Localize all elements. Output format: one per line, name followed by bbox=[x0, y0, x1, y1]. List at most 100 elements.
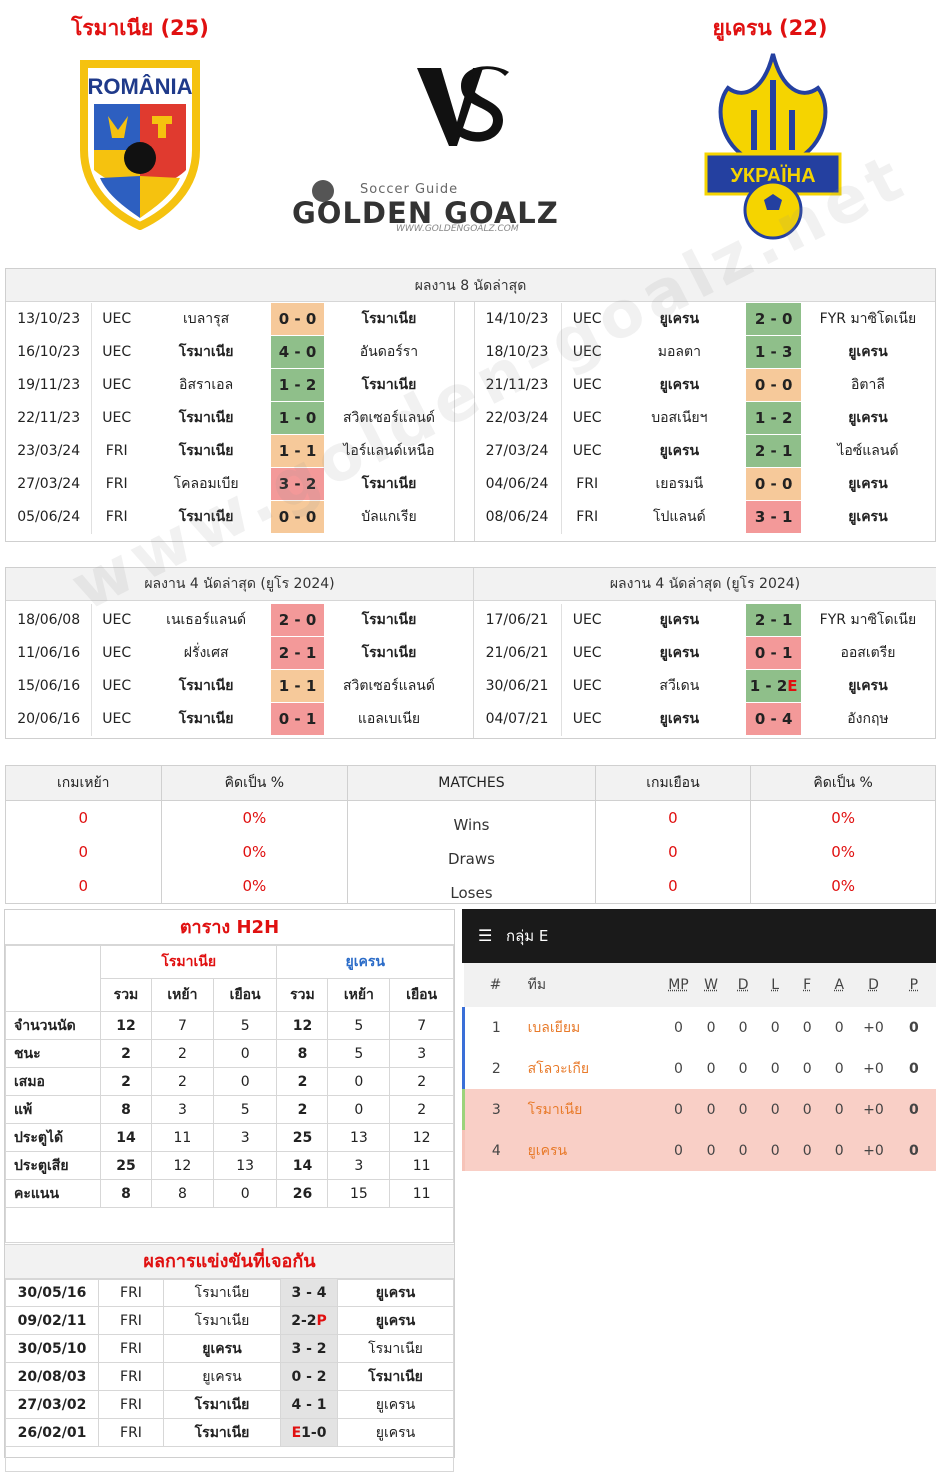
score-text: 3 - 1 bbox=[754, 508, 793, 526]
h2h-value: 13 bbox=[327, 1123, 391, 1152]
h2h-value: 13 bbox=[212, 1151, 278, 1180]
match-row: 13/10/23 UEC เบลารุส 0 - 0 โรมาเนีย bbox=[6, 303, 454, 336]
sponsor-small-text: Soccer Guide bbox=[360, 182, 459, 197]
h2h-title: ตาราง H2H bbox=[5, 910, 454, 945]
group-team-name[interactable]: เบลเยียม bbox=[527, 1019, 581, 1036]
group-stat: 0 bbox=[706, 1142, 716, 1159]
stats-row: 0 0% Wins 0 0% bbox=[5, 800, 936, 835]
score-text: 1 - 2 bbox=[754, 409, 793, 427]
score-text: 2 - 1 bbox=[754, 442, 793, 460]
match-away-team: สวิตเซอร์แลนด์ bbox=[342, 410, 435, 426]
match-row: 19/11/23 UEC อิสราเอล 1 - 2 โรมาเนีย bbox=[6, 368, 454, 402]
score-text: 4 - 1 bbox=[291, 1396, 327, 1413]
stats-home-percent: 0% bbox=[161, 869, 349, 904]
group-stat: 0 bbox=[673, 1019, 683, 1036]
match-home-team: โรมาเนีย bbox=[178, 410, 234, 426]
group-table: # ทีม MP W D L F A D P 1 เบลเยียม 0 0 0 0 0 0 +0 0 2 สโลวะเกี… bbox=[461, 963, 936, 1171]
match-date: 04/06/24 bbox=[473, 467, 563, 501]
match-score: 1 - 2 bbox=[746, 401, 801, 435]
meet-date: 20/08/03 bbox=[5, 1362, 99, 1391]
group-stat: +0 bbox=[863, 1101, 884, 1118]
group-stat: 0 bbox=[908, 1060, 919, 1077]
match-row: 27/03/24 FRI โคลอมเบีย 3 - 2 โรมาเนีย bbox=[6, 467, 454, 501]
h2h-value: 0 bbox=[212, 1039, 278, 1068]
group-team-name[interactable]: โรมาเนีย bbox=[527, 1101, 583, 1118]
score-suffix: E bbox=[787, 677, 798, 695]
match-date: 18/10/23 bbox=[473, 335, 563, 369]
group-title: กลุ่ม E bbox=[506, 927, 549, 945]
group-col-header: W bbox=[695, 963, 728, 1007]
score-text: 0 - 0 bbox=[754, 475, 793, 493]
score-text: 3 - 2 bbox=[291, 1340, 327, 1357]
match-home-team: เยอรมนี bbox=[655, 476, 704, 492]
h2h-value: 11 bbox=[150, 1123, 214, 1152]
match-home-team: เบลารุส bbox=[183, 311, 230, 327]
h2h-col-header: รวม bbox=[100, 978, 152, 1012]
score-text: 2 - 0 bbox=[278, 611, 317, 629]
match-row: 22/03/24 UEC บอสเนียฯ 1 - 2 ยูเครน bbox=[473, 401, 935, 435]
group-team-name[interactable]: สโลวะเกีย bbox=[527, 1060, 590, 1077]
group-stat: 0 bbox=[834, 1019, 844, 1036]
h2h-row-label: ชนะ bbox=[5, 1039, 101, 1068]
h2h-row: คะแนน 8 8 0 26 15 11 bbox=[5, 1179, 454, 1208]
meet-away-team: โรมาเนีย bbox=[337, 1334, 454, 1363]
meet-row: 30/05/10 FRI ยูเครน 3 - 2 โรมาเนีย bbox=[5, 1334, 454, 1363]
group-position: 4 bbox=[461, 1130, 528, 1171]
score-text: 2 - 0 bbox=[754, 310, 793, 328]
match-score: 1 - 1 bbox=[271, 434, 324, 468]
meet-away-team: ยูเครน bbox=[337, 1418, 454, 1447]
match-competition: FRI bbox=[576, 476, 599, 492]
group-stat: 0 bbox=[738, 1019, 748, 1036]
match-row: 22/11/23 UEC โรมาเนีย 1 - 0 สวิตเซอร์แลนด์ bbox=[6, 401, 454, 435]
match-score: 3 - 1 bbox=[746, 500, 801, 534]
match-score: 0 - 1 bbox=[271, 702, 324, 736]
stats-home-count: 0 bbox=[5, 869, 162, 904]
group-stat: +0 bbox=[863, 1019, 884, 1036]
menu-icon[interactable]: ☰ bbox=[478, 926, 493, 945]
match-row: 14/10/23 UEC ยูเครน 2 - 0 FYR มาซิโดเนีย bbox=[473, 303, 935, 336]
match-row: 04/07/21 UEC ยูเครน 0 - 4 อังกฤษ bbox=[473, 702, 935, 736]
match-row: 18/06/08 UEC เนเธอร์แลนด์ 2 - 0 โรมาเนีย bbox=[6, 604, 454, 637]
score-text: 0 - 0 bbox=[278, 508, 317, 526]
match-score: 0 - 0 bbox=[271, 500, 324, 534]
match-date: 27/03/24 bbox=[6, 467, 93, 501]
score-text: 0 - 4 bbox=[754, 710, 793, 728]
h2h-team-row: โรมาเนีย ยูเครน bbox=[5, 945, 454, 1012]
meet-date: 27/03/02 bbox=[5, 1390, 99, 1419]
match-row: 08/06/24 FRI โปแลนด์ 3 - 1 ยูเครน bbox=[473, 500, 935, 534]
match-row: 20/06/16 UEC โรมาเนีย 0 - 1 แอลเบเนีย bbox=[6, 702, 454, 736]
score-text: 0 - 0 bbox=[278, 310, 317, 328]
match-score: 2 - 1 bbox=[746, 604, 801, 637]
group-stat: 0 bbox=[908, 1142, 919, 1159]
match-date: 05/06/24 bbox=[6, 500, 93, 534]
group-stat: 0 bbox=[673, 1101, 683, 1118]
h2h-col-header: เยือน bbox=[389, 978, 454, 1012]
match-away-team: แอลเบเนีย bbox=[357, 711, 421, 727]
match-home-team: อิสราเอล bbox=[179, 377, 234, 393]
h2h-value: 2 bbox=[100, 1067, 152, 1096]
group-row: 4 ยูเครน 0 0 0 0 0 0 +0 0 bbox=[461, 1130, 936, 1171]
group-team-name[interactable]: ยูเครน bbox=[527, 1142, 568, 1159]
match-score: 2 - 0 bbox=[746, 303, 801, 336]
stats-label: Draws bbox=[347, 835, 596, 869]
match-away-team: โรมาเนีย bbox=[361, 476, 417, 492]
score-text: 2-2 bbox=[291, 1312, 317, 1329]
meet-score: 0 - 2 bbox=[280, 1362, 338, 1391]
score-text: 0 - 1 bbox=[754, 644, 793, 662]
score-suffix: P bbox=[316, 1312, 327, 1329]
h2h-row-label: คะแนน bbox=[5, 1179, 101, 1208]
score-text: 1 - 1 bbox=[278, 677, 317, 695]
meet-competition: FRI bbox=[98, 1362, 164, 1391]
h2h-value: 15 bbox=[327, 1179, 391, 1208]
group-stat: 0 bbox=[834, 1060, 844, 1077]
score-text: 1 - 2 bbox=[749, 677, 788, 695]
euro-away-title: ผลงาน 4 นัดล่าสุด (ยูโร 2024) bbox=[473, 568, 936, 601]
match-competition: UEC bbox=[572, 311, 602, 327]
h2h-spacer-row bbox=[5, 1207, 454, 1243]
match-away-team: บัลแกเรีย bbox=[361, 509, 417, 525]
meet-away-team: ยูเครน bbox=[337, 1278, 454, 1307]
group-col-header: P bbox=[891, 963, 936, 1007]
score-text: 0 - 1 bbox=[278, 710, 317, 728]
soccer-ball-icon bbox=[312, 180, 334, 202]
h2h-row-label: ประตูได้ bbox=[5, 1123, 101, 1152]
